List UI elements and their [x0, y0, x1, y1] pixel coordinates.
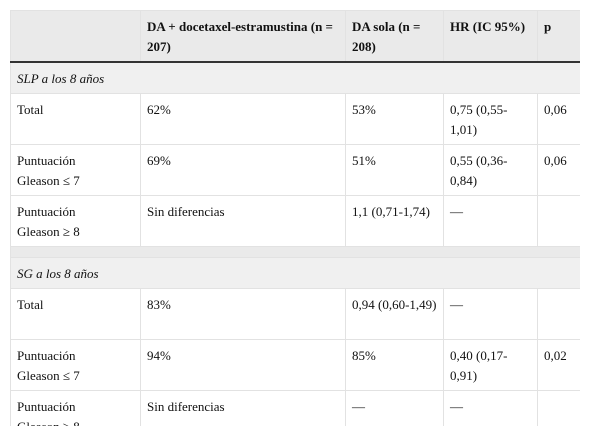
- data-cell: —: [345, 390, 444, 426]
- data-cell: 62%: [140, 93, 346, 145]
- data-cell: 53%: [345, 93, 444, 145]
- row-label: Puntuación Gleason ≤ 7: [10, 144, 141, 196]
- data-cell: [537, 288, 580, 340]
- section-title: SG a los 8 años: [10, 257, 580, 289]
- results-table: DA + docetaxel-estramustina (n = 207) DA …: [10, 10, 580, 426]
- data-cell: 1,1 (0,71-1,74): [345, 195, 444, 247]
- table-container: DA + docetaxel-estramustina (n = 207) DA …: [10, 10, 580, 426]
- row-label: Puntuación Gleason ≥ 8: [10, 195, 141, 247]
- header-cell: [10, 10, 141, 63]
- section-title: SLP a los 8 años: [10, 61, 580, 94]
- header-cell: p: [537, 10, 580, 63]
- header-cell: HR (IC 95%): [443, 10, 538, 63]
- data-cell: [537, 390, 580, 426]
- spacer-row: [10, 246, 580, 258]
- header-cell: DA sola (n = 208): [345, 10, 444, 63]
- row-label: Puntuación Gleason ≤ 7: [10, 339, 141, 391]
- data-row: Puntuación Gleason ≥ 8 Sin diferencias 1,1…: [10, 195, 580, 247]
- data-cell: 0,02: [537, 339, 580, 391]
- data-cell: 83%: [140, 288, 346, 340]
- data-cell: Sin diferencias: [140, 195, 346, 247]
- data-row: Total 83% 0,94 (0,60-1,49) —: [10, 288, 580, 340]
- row-label: Puntuación Gleason ≥ 8: [10, 390, 141, 426]
- data-cell: —: [443, 390, 538, 426]
- data-cell: 0,06: [537, 93, 580, 145]
- data-row: Total 62% 53% 0,75 (0,55-1,01) 0,06: [10, 93, 580, 145]
- section-row: SLP a los 8 años: [10, 61, 580, 94]
- data-cell: —: [443, 195, 538, 247]
- data-cell: 51%: [345, 144, 444, 196]
- data-cell: 0,75 (0,55-1,01): [443, 93, 538, 145]
- row-label: Total: [10, 93, 141, 145]
- header-cell: DA + docetaxel-estramustina (n = 207): [140, 10, 346, 63]
- data-cell: 0,55 (0,36-0,84): [443, 144, 538, 196]
- data-cell: 85%: [345, 339, 444, 391]
- data-row: Puntuación Gleason ≤ 7 69% 51% 0,55 (0,36-0…: [10, 144, 580, 196]
- row-label: Total: [10, 288, 141, 340]
- data-cell: 0,40 (0,17-0,91): [443, 339, 538, 391]
- data-cell: 0,94 (0,60-1,49): [345, 288, 444, 340]
- data-row: Puntuación Gleason ≤ 7 94% 85% 0,40 (0,17-0…: [10, 339, 580, 391]
- data-cell: —: [443, 288, 538, 340]
- data-cell: 69%: [140, 144, 346, 196]
- header-row: DA + docetaxel-estramustina (n = 207) DA …: [10, 10, 580, 63]
- data-cell: 94%: [140, 339, 346, 391]
- spacer-cell: [10, 246, 580, 258]
- data-cell: Sin diferencias: [140, 390, 346, 426]
- section-row: SG a los 8 años: [10, 257, 580, 289]
- data-cell: 0,06: [537, 144, 580, 196]
- data-cell: [537, 195, 580, 247]
